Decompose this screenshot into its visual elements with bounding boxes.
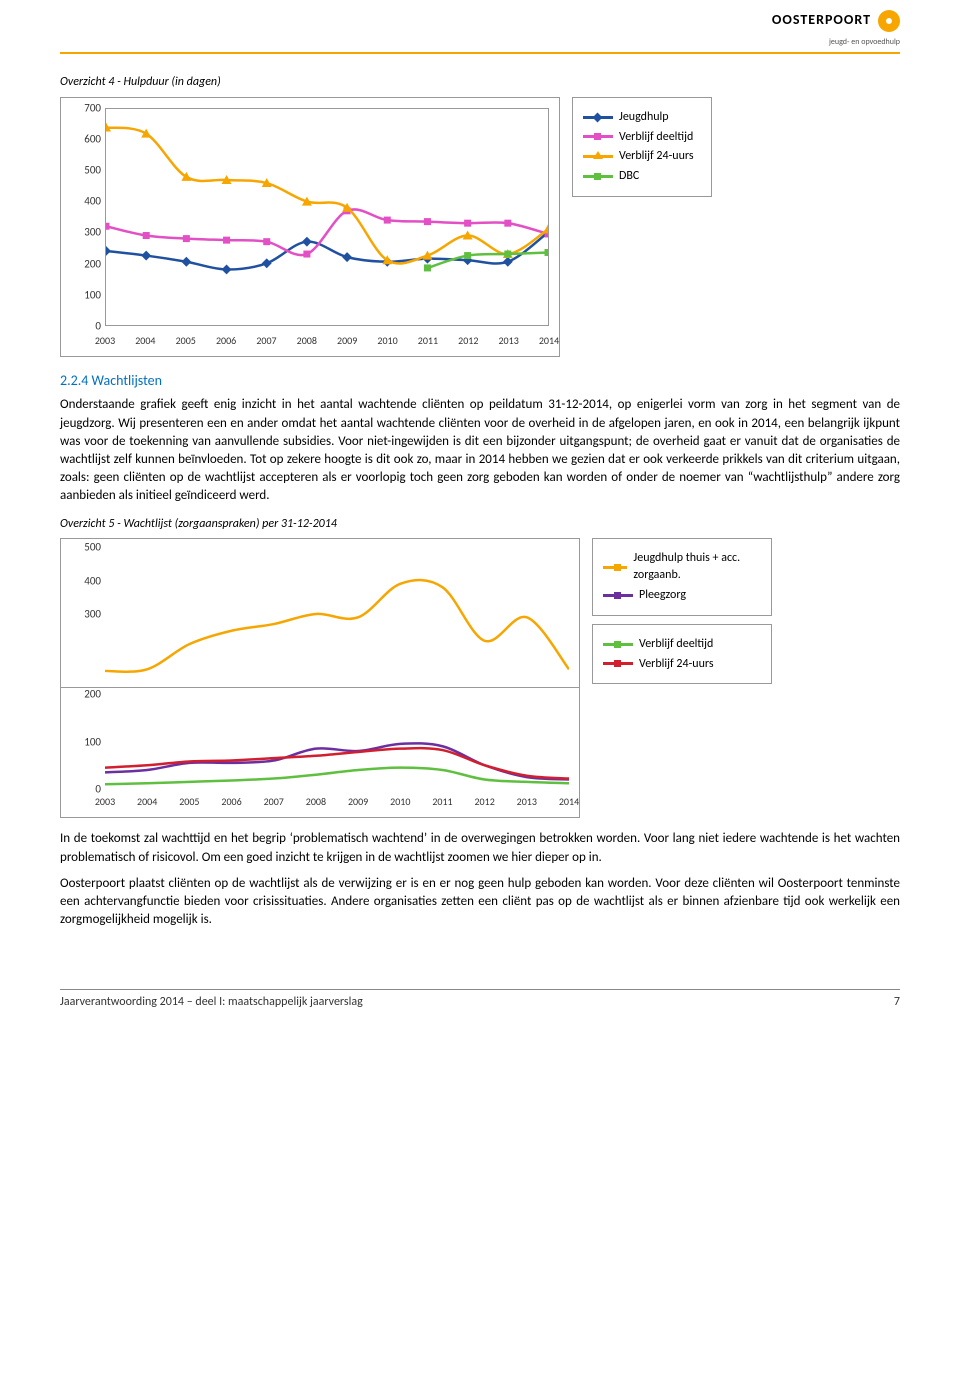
chart2-ytick: 200: [63, 687, 101, 702]
chart2-bottom-panel: 0100200 20032004200520062007200820092010…: [60, 688, 580, 818]
legend-item-verblijf-deeltijd-2: Verblijf deeltijd: [603, 636, 761, 653]
chart2-ytick: 400: [63, 573, 101, 588]
legend-label: Jeugdhulp: [619, 109, 669, 126]
header-rule: [60, 52, 900, 54]
after-para1: In de toekomst zal wachttijd en het begr…: [60, 830, 900, 866]
chart1-plot-border: [105, 108, 549, 326]
chart2-xtick: 2013: [517, 795, 537, 809]
legend-item-verblijf-24: Verblijf 24-uurs: [583, 148, 701, 165]
legend-label: Verblijf deeltijd: [639, 636, 713, 653]
chart1-ytick: 400: [63, 194, 101, 209]
chart2-xtick: 2007: [264, 795, 284, 809]
legend-item-dbc: DBC: [583, 168, 701, 185]
chart2-top-panel: 300 400 500: [60, 538, 580, 688]
chart2-xtick: 2012: [474, 795, 494, 809]
brand-name: OOSTERPOORT: [772, 11, 871, 28]
chart2-xtick: 2005: [179, 795, 199, 809]
chart2-bot-svg: [105, 694, 569, 789]
legend-label: Verblijf 24-uurs: [639, 656, 714, 673]
legend-label: DBC: [619, 168, 639, 185]
chart2-legend: Jeugdhulp thuis + acc. zorgaanb. Pleegzo…: [592, 538, 772, 684]
chart2-top-plot: [105, 547, 569, 681]
legend-item-verblijf-deeltijd: Verblijf deeltijd: [583, 129, 701, 146]
chart1-xtick: 2006: [216, 334, 236, 348]
chart2-top-svg: [105, 547, 569, 681]
chart1-xtick: 2003: [95, 334, 115, 348]
footer-left: Jaarverantwoording 2014 – deel I: maatsc…: [60, 994, 363, 1011]
chart1-xtick: 2014: [539, 334, 559, 348]
chart1-xtick: 2007: [256, 334, 276, 348]
chart2-caption: Overzicht 5 - Wachtlijst (zorgaanspraken…: [60, 516, 900, 533]
chart2-frame: 300400500 0100200 2003200420052006200720…: [60, 538, 580, 818]
chart2-xtick: 2008: [306, 795, 326, 809]
chart2-bottom-plot: [105, 694, 569, 789]
chart2-xtick: 2009: [348, 795, 368, 809]
chart1-svg: [106, 109, 548, 325]
chart1-xtick: 2011: [418, 334, 438, 348]
footer-page: 7: [894, 994, 900, 1011]
chart2-xtick: 2006: [221, 795, 241, 809]
chart1-row: 0 100 200 300 400 500 600 700 2003 2004 2005 2006 2…: [60, 97, 900, 357]
legend-item-pleegzorg: Pleegzorg: [603, 587, 761, 604]
legend-label: Verblijf deeltijd: [619, 129, 693, 146]
chart2-legend-bottom: Verblijf deeltijd Verblijf 24-uurs: [592, 624, 772, 685]
chart1-xtick: 2009: [337, 334, 357, 348]
chart1-frame: 0 100 200 300 400 500 600 700 2003 2004 2005 2006 2…: [60, 97, 560, 357]
page-footer: Jaarverantwoording 2014 – deel I: maatsc…: [60, 989, 900, 1011]
chart1-ytick: 600: [63, 131, 101, 146]
chart1-ytick: 100: [63, 287, 101, 302]
legend-item-jeugdhulp-thuis: Jeugdhulp thuis + acc. zorgaanb.: [603, 550, 761, 584]
chart1-ytick: 0: [63, 318, 101, 333]
brand-logo: OOSTERPOORT jeugd- en opvoedhulp: [772, 10, 900, 50]
chart1-ytick: 700: [63, 100, 101, 115]
chart2-ytick: 300: [63, 607, 101, 622]
section-heading: 2.2.4 Wachtlijsten: [60, 371, 900, 391]
chart1-legend: Jeugdhulp Verblijf deeltijd Verblijf 24-…: [572, 97, 712, 197]
chart2-xtick: 2004: [137, 795, 157, 809]
chart2-legend-top: Jeugdhulp thuis + acc. zorgaanb. Pleegzo…: [592, 538, 772, 615]
chart1-caption: Overzicht 4 - Hulpduur (in dagen): [60, 74, 900, 91]
chart1-xtick: 2008: [297, 334, 317, 348]
chart1-xtick: 2005: [176, 334, 196, 348]
chart2-xtick: 2011: [432, 795, 452, 809]
chart1-ytick: 500: [63, 162, 101, 177]
chart2-ytick: 100: [63, 734, 101, 749]
chart1-xtick: 2004: [135, 334, 155, 348]
chart1-ytick: 200: [63, 256, 101, 271]
chart2-row: 300400500 0100200 2003200420052006200720…: [60, 538, 900, 818]
legend-label: Jeugdhulp thuis + acc. zorgaanb.: [633, 550, 761, 584]
chart1-xtick: 2010: [377, 334, 397, 348]
chart2-xtick: 2010: [390, 795, 410, 809]
legend-label: Verblijf 24-uurs: [619, 148, 694, 165]
legend-item-verblijf-24-2: Verblijf 24-uurs: [603, 656, 761, 673]
chart2-ytick: 500: [63, 540, 101, 555]
chart1-xtick: 2012: [458, 334, 478, 348]
legend-label: Pleegzorg: [639, 587, 686, 604]
section-para1: Onderstaande grafiek geeft enig inzicht …: [60, 396, 900, 505]
brand-tagline: jeugd- en opvoedhulp: [829, 37, 900, 47]
brand-dot-icon: [878, 10, 900, 32]
chart1-xtick: 2013: [498, 334, 518, 348]
chart1-ytick: 300: [63, 225, 101, 240]
legend-item-jeugdhulp: Jeugdhulp: [583, 109, 701, 126]
after-para2: Oosterpoort plaatst cliënten op de wacht…: [60, 875, 900, 930]
chart2-xtick: 2014: [559, 795, 579, 809]
chart2-xtick: 2003: [95, 795, 115, 809]
